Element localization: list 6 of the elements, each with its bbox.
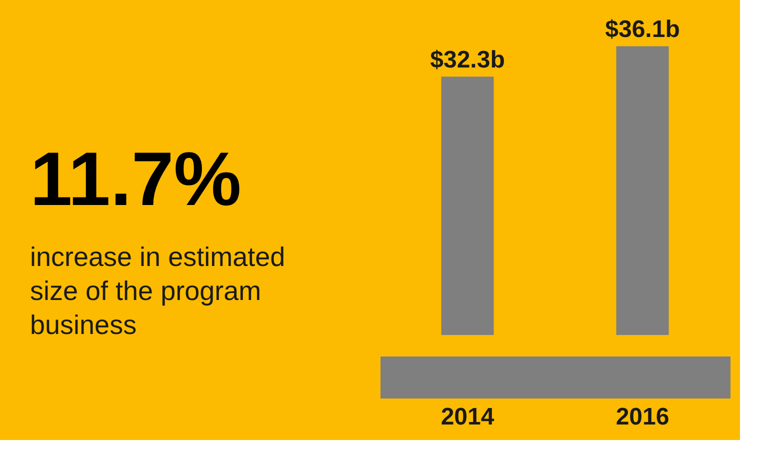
data-label: $32.3b	[430, 46, 505, 74]
x-tick-label: 2014	[440, 404, 495, 430]
x-tick-label: 2016	[616, 404, 670, 430]
text: 11.7%	[30, 137, 242, 222]
data-label: $36.1b	[605, 16, 680, 44]
text: increase in estimated size of the program business	[30, 242, 286, 340]
